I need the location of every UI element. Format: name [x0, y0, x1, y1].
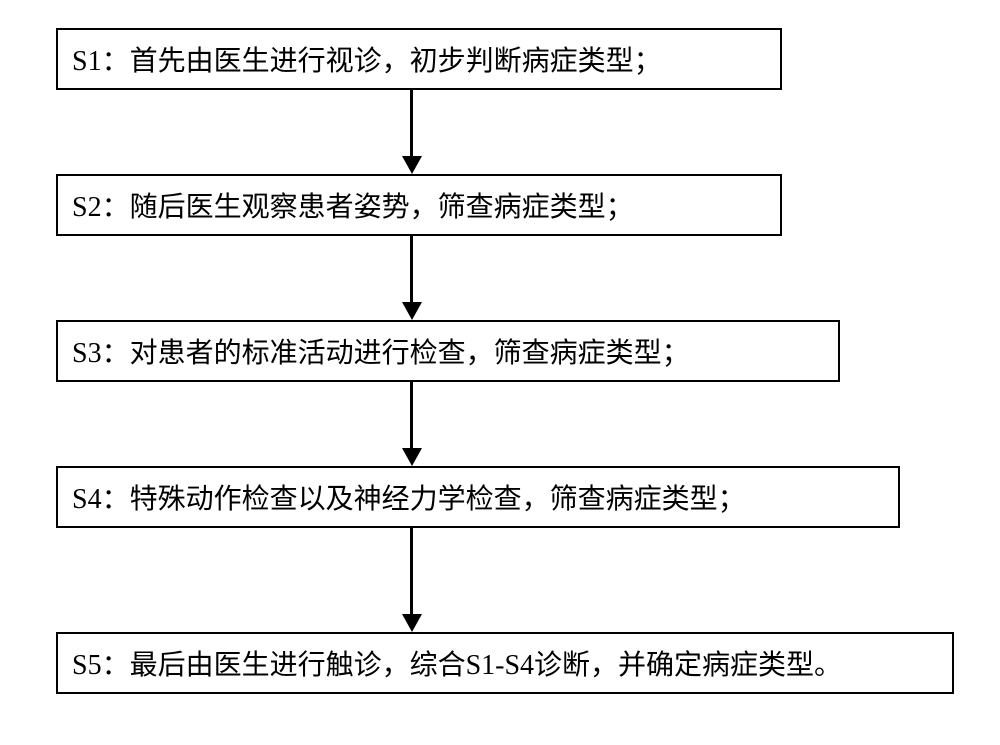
flow-step-s4: S4：特殊动作检查以及神经力学检查，筛查病症类型；: [56, 466, 900, 528]
flow-step-s2: S2：随后医生观察患者姿势，筛查病症类型；: [56, 174, 782, 236]
flow-step-label: S4：特殊动作检查以及神经力学检查，筛查病症类型；: [72, 477, 746, 517]
arrow-head-icon: [402, 614, 422, 632]
flow-step-label: S5：最后由医生进行触诊，综合S1-S4诊断，并确定病症类型。: [72, 643, 842, 683]
flow-step-s3: S3：对患者的标准活动进行检查，筛查病症类型；: [56, 320, 840, 382]
arrow-stem: [410, 382, 413, 448]
arrow-head-icon: [402, 302, 422, 320]
arrow-head-icon: [402, 156, 422, 174]
arrow-stem: [410, 528, 413, 614]
flow-step-label: S3：对患者的标准活动进行检查，筛查病症类型；: [72, 331, 690, 371]
arrow-stem: [410, 236, 413, 302]
flow-step-label: S1：首先由医生进行视诊，初步判断病症类型；: [72, 39, 662, 79]
flow-step-s1: S1：首先由医生进行视诊，初步判断病症类型；: [56, 28, 782, 90]
flow-step-s5: S5：最后由医生进行触诊，综合S1-S4诊断，并确定病症类型。: [56, 632, 954, 694]
arrow-head-icon: [402, 448, 422, 466]
flow-step-label: S2：随后医生观察患者姿势，筛查病症类型；: [72, 185, 634, 225]
arrow-stem: [410, 90, 413, 156]
